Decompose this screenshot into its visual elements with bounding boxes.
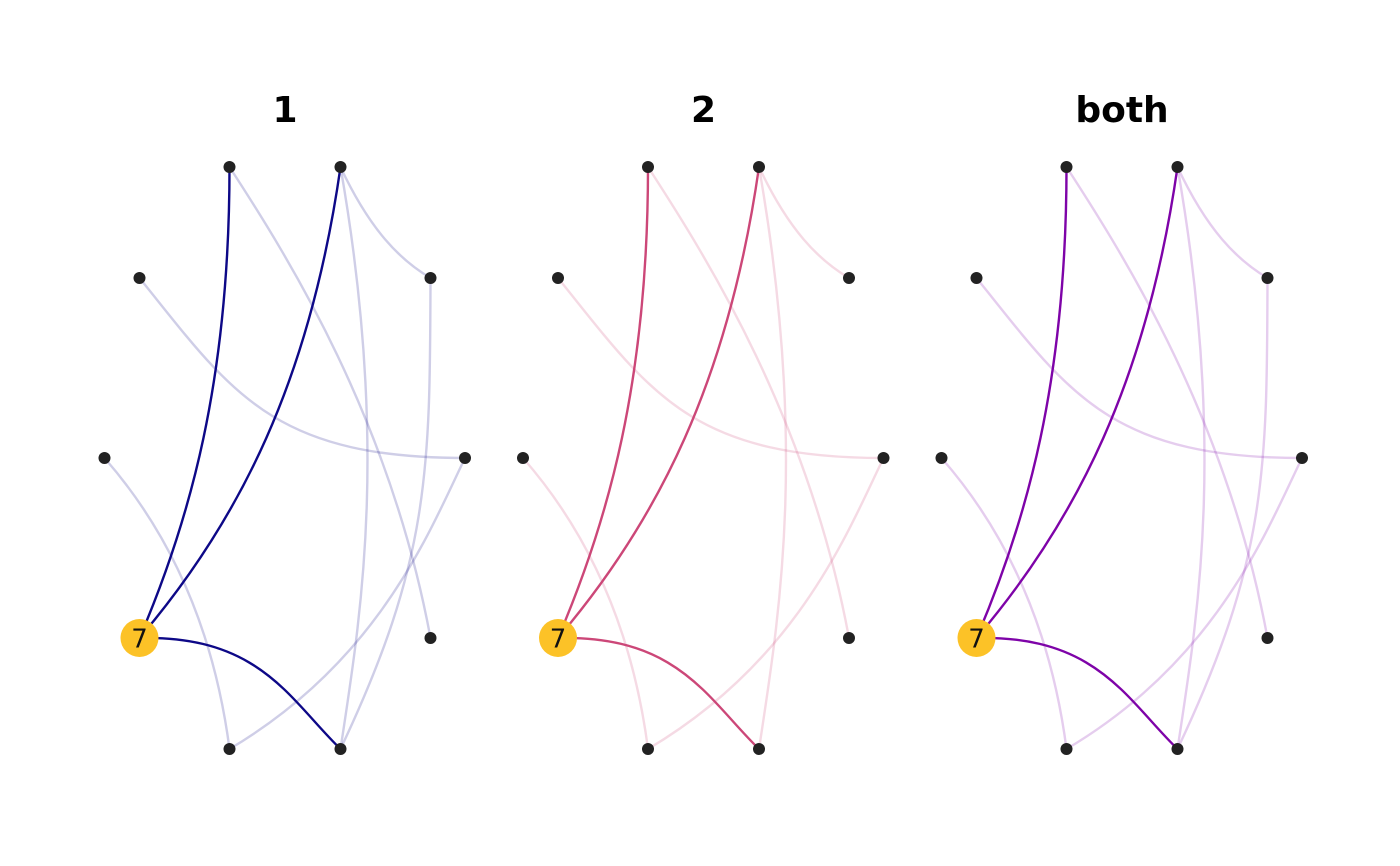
edge-n5-n7 xyxy=(940,457,1068,750)
node-n2 xyxy=(334,161,347,173)
highlighted-edges xyxy=(975,166,1179,750)
panel-p3: both 7 xyxy=(935,90,1308,755)
highlight-edge-7-n8 xyxy=(139,636,342,750)
faded-edges xyxy=(103,166,467,751)
node-label: 7 xyxy=(131,625,148,655)
faded-edges xyxy=(522,166,885,751)
panel-title: 1 xyxy=(272,90,297,131)
edge-n3-n8 xyxy=(1176,277,1269,750)
highlighted-edges xyxy=(556,166,761,750)
panel-title: both xyxy=(1075,90,1168,131)
edge-n2-n8 xyxy=(757,166,788,750)
highlighted-edges xyxy=(138,166,342,750)
edge-n4-n10 xyxy=(975,277,1303,460)
node-n1 xyxy=(223,161,236,173)
node-n8 xyxy=(334,743,347,755)
node-n4 xyxy=(133,272,146,284)
edge-n3-n8 xyxy=(339,277,432,750)
highlight-edge-7-n1 xyxy=(975,166,1068,639)
node-n4 xyxy=(552,272,564,284)
edge-n2-n3 xyxy=(757,166,850,280)
edge-n5-n7 xyxy=(522,457,650,750)
node-highlight-7 xyxy=(120,619,159,657)
edge-n1-n9 xyxy=(228,166,432,639)
node-n5 xyxy=(935,452,948,464)
faded-edges xyxy=(940,166,1304,751)
nodes: 7 xyxy=(935,161,1308,755)
highlight-edge-7-n1 xyxy=(138,166,231,639)
node-label: 7 xyxy=(550,625,567,655)
edge-n4-n10 xyxy=(138,277,466,460)
node-highlight-7 xyxy=(539,619,577,657)
edge-n4-n10 xyxy=(557,277,884,460)
node-n5 xyxy=(98,452,111,464)
node-n9 xyxy=(424,632,437,644)
edge-n7-n10 xyxy=(1065,457,1304,751)
node-n2 xyxy=(753,161,765,173)
edge-n1-n9 xyxy=(646,166,851,639)
edge-n7-n10 xyxy=(228,457,467,751)
node-n2 xyxy=(1171,161,1184,173)
node-n7 xyxy=(1060,743,1073,755)
node-n4 xyxy=(970,272,983,284)
node-label: 7 xyxy=(968,625,985,655)
highlight-edge-7-n2 xyxy=(138,166,342,639)
node-n10 xyxy=(1296,452,1308,464)
highlight-edge-7-n2 xyxy=(975,166,1179,639)
node-n3 xyxy=(1261,272,1274,284)
panel-p2: 27 xyxy=(517,90,890,755)
node-n9 xyxy=(1261,632,1274,644)
node-n1 xyxy=(1060,161,1073,173)
node-n5 xyxy=(517,452,529,464)
highlight-edge-7-n8 xyxy=(557,636,760,750)
edge-n5-n7 xyxy=(103,457,231,750)
node-highlight-7 xyxy=(957,619,996,657)
highlight-edge-7-n1 xyxy=(556,166,650,639)
node-n3 xyxy=(843,272,855,284)
panel-title: 2 xyxy=(691,90,716,131)
node-n10 xyxy=(877,452,890,464)
node-n9 xyxy=(843,632,855,644)
highlight-edge-7-n8 xyxy=(976,636,1179,750)
panel-p1: 17 xyxy=(98,90,471,755)
nodes: 7 xyxy=(98,161,471,755)
edge-n2-n3 xyxy=(339,166,432,280)
nodes: 7 xyxy=(517,161,890,755)
node-n8 xyxy=(753,743,765,755)
edge-n2-n8 xyxy=(1176,166,1206,750)
node-n3 xyxy=(424,272,437,284)
node-n10 xyxy=(459,452,471,464)
node-n1 xyxy=(642,161,654,173)
node-n7 xyxy=(223,743,236,755)
node-n7 xyxy=(642,743,654,755)
highlight-edge-7-n2 xyxy=(557,166,761,639)
edge-n1-n9 xyxy=(1065,166,1269,639)
edge-n7-n10 xyxy=(647,457,885,751)
edge-n2-n3 xyxy=(1176,166,1269,280)
edge-n2-n8 xyxy=(339,166,369,750)
node-n8 xyxy=(1171,743,1184,755)
